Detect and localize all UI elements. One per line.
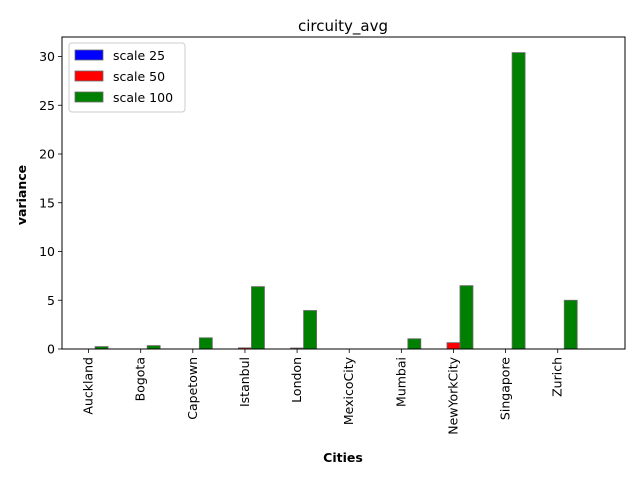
bar-scale-100-Singapore [511,52,526,350]
x-tick-label: Capetown [185,357,200,420]
y-axis-title: variance [14,165,29,225]
y-tick-label: 15 [39,195,55,210]
y-tick-label: 5 [47,293,55,308]
legend-label: scale 50 [113,69,165,84]
bar-scale-100-Bogota [146,345,161,350]
y-tick-label: 20 [39,147,55,162]
x-tick-label: Mumbai [393,357,408,407]
plot-area: Auckland Bogota Capetown Istanbul London Mexi… [39,36,626,435]
bar-scale-100-Capetown [198,337,213,350]
bar-scale-50-NewYorkCity [446,342,461,350]
x-tick-label: Singapore [498,357,513,420]
y-tick-label: 10 [39,244,55,259]
y-tick-label: 30 [39,49,55,64]
legend-swatch [74,70,104,82]
x-tick-label: Bogota [133,357,148,401]
x-tick-label: Istanbul [237,357,252,407]
x-tick-label: NewYorkCity [445,356,460,434]
bar-scale-100-Istanbul [251,286,265,350]
bar-scale-100-Mumbai [407,338,422,350]
y-tick-label: 25 [39,98,55,113]
bar-scale-100-London [303,310,317,350]
legend-label: scale 100 [113,90,173,105]
x-axis-title: Cities [323,450,363,465]
legend-swatch [74,91,104,103]
x-tick-label: London [289,357,304,403]
plot-frame [61,36,626,350]
legend-swatch [74,49,104,61]
chart-title: circuity_avg [298,17,388,36]
bar-scale-100-Zurich [563,299,578,350]
y-tick-label: 0 [47,342,55,357]
bar-scale-100-NewYorkCity [459,285,474,350]
x-tick-label: Auckland [81,357,96,415]
legend-label: scale 25 [113,48,165,63]
x-tick-label: MexicoCity [341,356,356,425]
x-tick-label: Zurich [550,357,565,397]
legend: scale 25 scale 50 scale 100 [68,42,186,113]
